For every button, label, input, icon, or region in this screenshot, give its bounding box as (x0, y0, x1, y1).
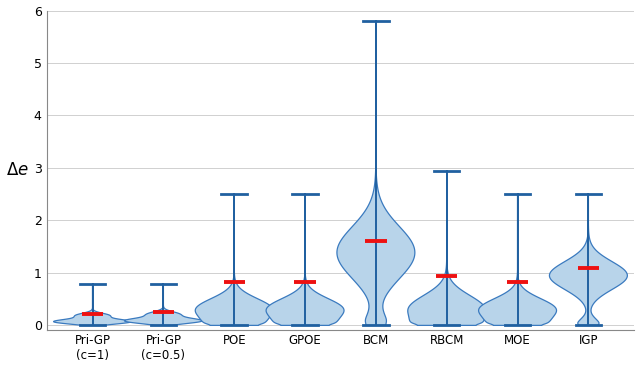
Polygon shape (124, 284, 202, 325)
Polygon shape (550, 194, 627, 325)
Polygon shape (195, 194, 273, 325)
Polygon shape (337, 21, 415, 325)
Polygon shape (408, 171, 486, 325)
Y-axis label: $\Delta e$: $\Delta e$ (6, 161, 28, 179)
Polygon shape (266, 194, 344, 325)
Polygon shape (479, 194, 557, 325)
Polygon shape (54, 284, 131, 325)
